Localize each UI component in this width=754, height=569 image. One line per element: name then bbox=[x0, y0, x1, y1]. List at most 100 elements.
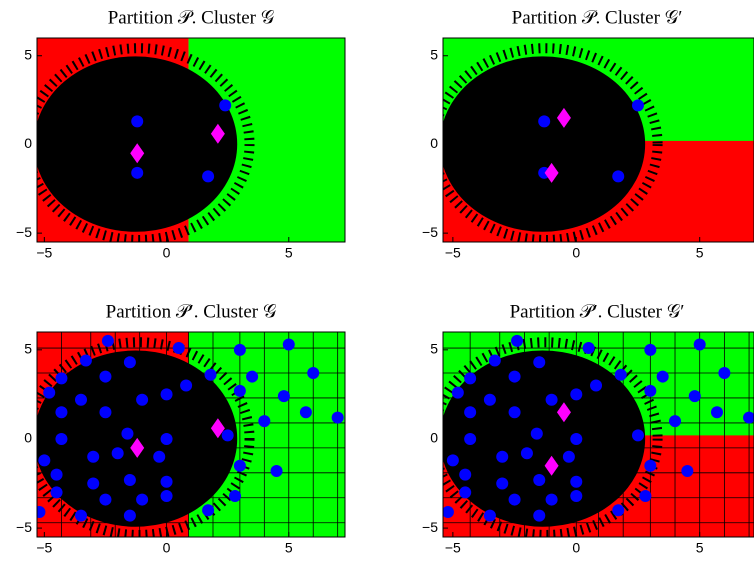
x-tick-label: 5 bbox=[696, 540, 704, 556]
cluster-point bbox=[639, 490, 652, 502]
cluster-point bbox=[123, 509, 136, 522]
cluster-point bbox=[233, 384, 246, 397]
cluster-point bbox=[483, 393, 496, 406]
cluster-point bbox=[204, 368, 217, 381]
cluster-point bbox=[131, 115, 144, 128]
cluster-point bbox=[307, 367, 320, 379]
y-tick-label: 0 bbox=[430, 430, 438, 446]
y-tick-label: 0 bbox=[24, 135, 32, 151]
cluster-point bbox=[202, 504, 215, 517]
cluster-point bbox=[160, 475, 173, 488]
cluster-point bbox=[99, 370, 112, 383]
cluster-point bbox=[160, 388, 173, 401]
cluster-point bbox=[160, 432, 173, 445]
chart-title: Partition 𝒫. Cluster 𝒢′ bbox=[512, 7, 683, 28]
x-tick-label: 5 bbox=[285, 245, 293, 261]
cluster-point bbox=[219, 99, 232, 112]
x-tick-label: −5 bbox=[445, 540, 461, 556]
cluster-point bbox=[37, 506, 46, 519]
chart-title: Partition 𝒫′. Cluster 𝒢 bbox=[106, 301, 277, 322]
x-tick-label: 0 bbox=[163, 540, 171, 556]
y-tick-label: 5 bbox=[430, 46, 438, 62]
cluster-point bbox=[233, 343, 246, 356]
axes-frame bbox=[442, 331, 754, 538]
plot-area bbox=[443, 38, 754, 242]
x-tick-label: 0 bbox=[572, 245, 580, 261]
cluster-point bbox=[644, 343, 657, 356]
chart-title: Partition 𝒫. Cluster 𝒢 bbox=[108, 7, 275, 28]
plot-area bbox=[37, 332, 345, 537]
y-tick-label: −5 bbox=[422, 224, 438, 240]
cluster-point bbox=[612, 504, 625, 517]
cluster-point bbox=[299, 406, 312, 419]
cluster-point bbox=[656, 370, 669, 383]
y-tick-label: 0 bbox=[24, 430, 32, 446]
cluster-point bbox=[464, 372, 477, 385]
cluster-point bbox=[172, 342, 185, 355]
plot-area bbox=[37, 38, 345, 242]
cluster-point bbox=[43, 386, 56, 399]
y-tick-label: 5 bbox=[24, 341, 32, 357]
centroid-marker bbox=[544, 455, 559, 476]
sample-cloud-halo bbox=[37, 337, 255, 537]
cluster-point bbox=[464, 432, 477, 445]
x-tick-label: 0 bbox=[163, 245, 171, 261]
cluster-point bbox=[582, 342, 595, 355]
cluster-point bbox=[270, 465, 283, 478]
x-tick-label: −5 bbox=[36, 245, 52, 261]
centroid-marker bbox=[130, 143, 145, 164]
cluster-point bbox=[277, 390, 290, 403]
centroid-marker bbox=[210, 123, 225, 144]
cluster-point bbox=[718, 367, 731, 379]
cluster-point bbox=[533, 509, 546, 522]
cluster-point bbox=[508, 493, 521, 506]
cluster-point bbox=[545, 393, 558, 406]
sample-cloud bbox=[443, 350, 646, 527]
sample-cloud-halo bbox=[443, 337, 663, 537]
y-tick-label: −5 bbox=[16, 224, 32, 240]
cluster-point bbox=[681, 465, 694, 478]
cluster-point bbox=[160, 490, 173, 502]
sample-cloud bbox=[37, 56, 238, 232]
cluster-point bbox=[483, 509, 496, 522]
cluster-point bbox=[710, 406, 723, 419]
x-tick-label: 5 bbox=[285, 540, 293, 556]
cluster-point bbox=[508, 406, 521, 419]
cluster-point bbox=[282, 338, 295, 351]
cluster-point bbox=[693, 338, 706, 351]
cluster-point bbox=[246, 370, 259, 383]
cluster-point bbox=[50, 468, 63, 481]
panel: −5 0 5 −5 0 5 Partition 𝒫′. Cluster 𝒢 bbox=[16, 301, 346, 556]
y-tick-label: 5 bbox=[430, 341, 438, 357]
cluster-point bbox=[644, 384, 657, 397]
centroid-marker bbox=[556, 107, 571, 128]
cluster-point bbox=[562, 450, 575, 463]
cluster-point bbox=[229, 490, 241, 502]
x-tick-label: −5 bbox=[445, 245, 461, 261]
sample-cloud-halo bbox=[443, 43, 663, 242]
cluster-point bbox=[451, 386, 464, 399]
cluster-point bbox=[520, 447, 533, 460]
cluster-point bbox=[688, 390, 701, 403]
cluster-point bbox=[123, 473, 136, 486]
cluster-point bbox=[669, 415, 682, 428]
cluster-point bbox=[101, 334, 114, 347]
cluster-point bbox=[221, 429, 234, 442]
cluster-point bbox=[533, 473, 546, 486]
cluster-point bbox=[614, 368, 627, 381]
cluster-point bbox=[446, 454, 459, 467]
axes-frame bbox=[36, 37, 346, 243]
cluster-point bbox=[153, 450, 166, 463]
cluster-point bbox=[631, 429, 644, 442]
cluster-point bbox=[530, 427, 543, 440]
centroid-marker bbox=[556, 402, 571, 423]
cluster-point bbox=[464, 406, 477, 419]
cluster-point bbox=[55, 432, 68, 445]
cluster-point bbox=[459, 486, 472, 499]
cluster-point bbox=[508, 370, 521, 383]
cluster-point bbox=[111, 447, 124, 460]
cluster-point bbox=[631, 99, 644, 112]
y-tick-label: −5 bbox=[16, 519, 32, 535]
axes-frame bbox=[442, 37, 754, 243]
